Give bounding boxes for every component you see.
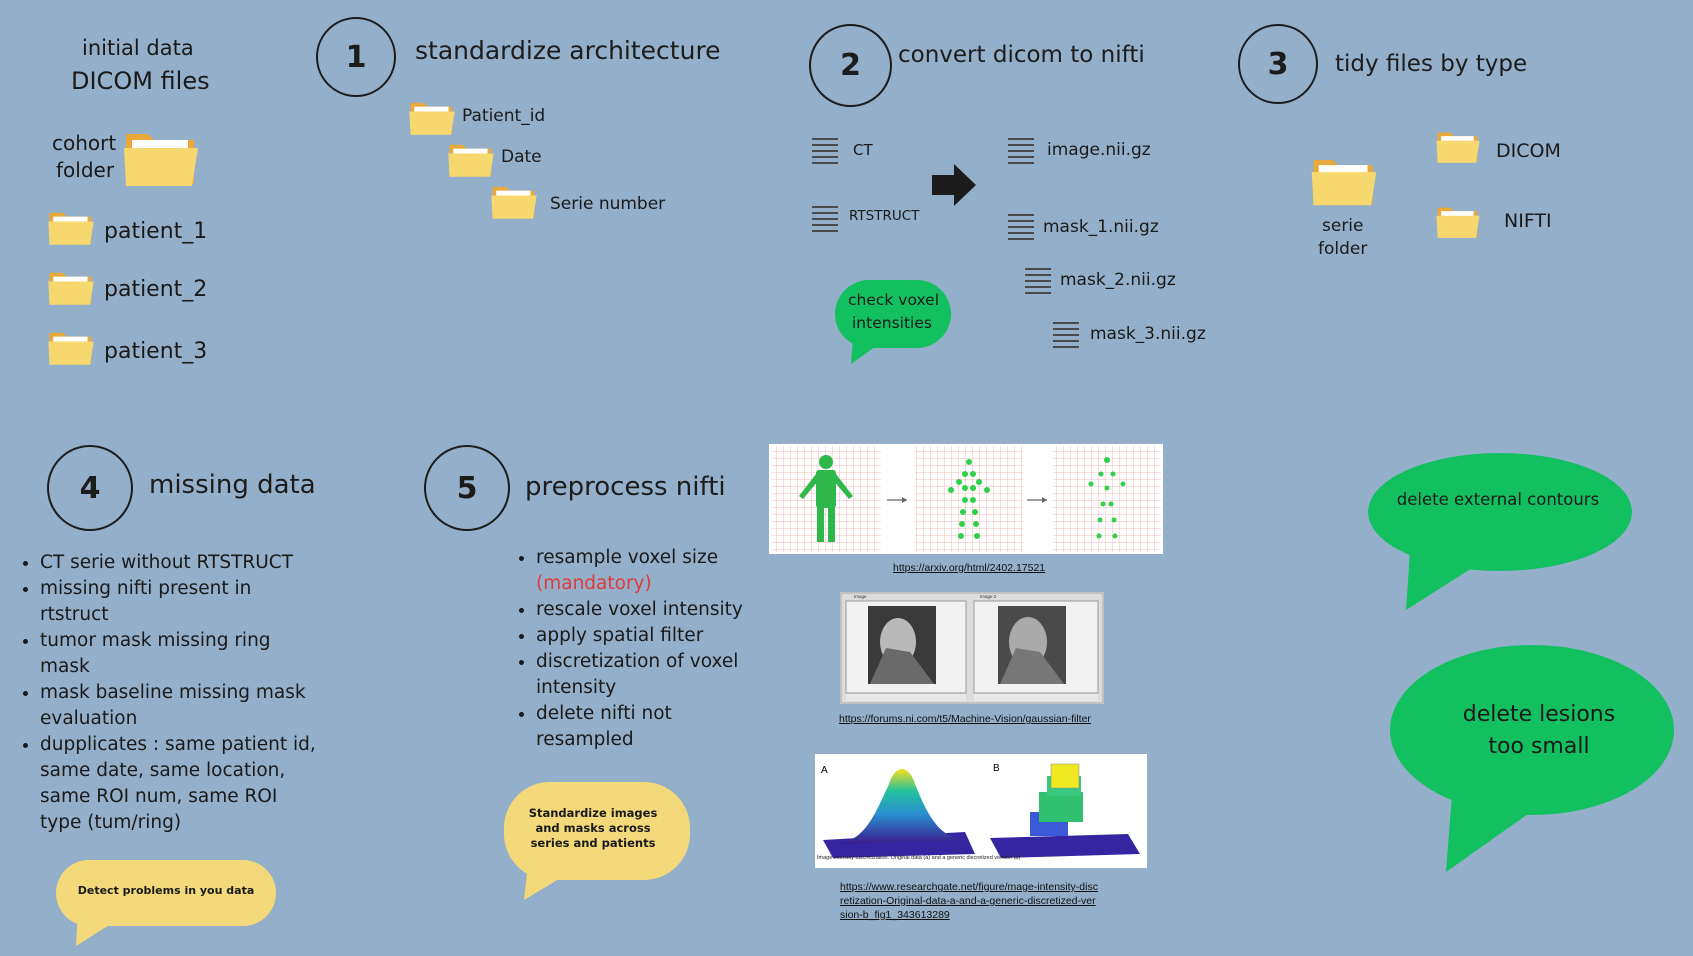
speech-bubble-check-voxel: [835, 280, 951, 364]
file-lines-icon: [1008, 138, 1034, 168]
file-lines-icon: [1053, 322, 1079, 352]
speech-bubble-standardize: [504, 782, 690, 900]
reference-link-arxiv[interactable]: https://arxiv.org/html/2402.17521: [893, 562, 1046, 574]
detect-problems-text: Detect problems in you data: [77, 884, 255, 897]
folder-icon: [409, 102, 455, 135]
type-dicom-label: DICOM: [1496, 140, 1561, 162]
step-3-title: tidy files by type: [1335, 51, 1528, 77]
input-rtstruct-label: RTSTRUCT: [849, 208, 920, 224]
folder-icon: [48, 332, 94, 365]
folder-icon: [491, 186, 537, 219]
folder-icon: [124, 134, 198, 186]
level-patient-id: Patient_id: [462, 106, 546, 126]
list-item: delete nifti not resampled: [536, 701, 766, 753]
gaussian-filter-figure: Image Image 2: [840, 592, 1104, 704]
initial-title-line2: DICOM files: [71, 67, 210, 95]
mandatory-note: (mandatory): [536, 573, 652, 594]
list-item: resample voxel size (mandatory): [536, 545, 766, 597]
folder-icon: [1311, 159, 1377, 206]
serie-folder-line1: serie: [1322, 216, 1364, 236]
panel-b-label: B: [993, 763, 1000, 774]
list-item: CT serie without RTSTRUCT: [40, 550, 320, 576]
step-1-badge: 1: [316, 17, 396, 97]
patient-3-label: patient_3: [104, 339, 208, 364]
preprocess-list: resample voxel size (mandatory) rescale v…: [516, 545, 766, 753]
window-label-1: Image: [854, 594, 867, 599]
folder-icon: [1436, 132, 1480, 163]
file-lines-icon: [812, 206, 838, 236]
check-voxel-line2: intensities: [852, 314, 932, 332]
list-item: apply spatial filter: [536, 623, 766, 649]
serie-folder-line2: folder: [1318, 239, 1368, 259]
level-serie-number: Serie number: [550, 194, 666, 214]
output-mask-1-label: mask_1.nii.gz: [1043, 217, 1159, 237]
step-2-title: convert dicom to nifti: [898, 42, 1145, 68]
folder-icon: [448, 144, 494, 177]
arrow-right-icon: [932, 164, 976, 206]
window-label-2: Image 2: [980, 594, 997, 599]
list-item: dupplicates : same patient id, same date…: [40, 732, 320, 836]
check-voxel-line1: check voxel: [848, 291, 940, 309]
step-4-title: missing data: [149, 470, 316, 500]
level-date: Date: [501, 147, 542, 167]
output-mask-2-label: mask_2.nii.gz: [1060, 270, 1176, 290]
resample-text: resample voxel size: [536, 547, 719, 568]
step-4-badge: 4: [47, 445, 133, 531]
standardize-text: Standardize images and masks across seri…: [528, 806, 658, 850]
step-2-badge: 2: [809, 24, 892, 107]
missing-data-list: CT serie without RTSTRUCT missing nifti …: [20, 550, 320, 836]
type-nifti-label: NIFTI: [1504, 210, 1552, 232]
list-item: missing nifti present in rtstruct: [40, 576, 320, 628]
panel-a-label: A: [821, 765, 828, 776]
delete-external-contours-text: delete external contours: [1396, 490, 1600, 509]
file-lines-icon: [1025, 268, 1051, 298]
cohort-label-line2: folder: [56, 158, 115, 182]
file-lines-icon: [1008, 214, 1034, 244]
folder-icon: [1436, 207, 1480, 238]
cohort-label-line1: cohort: [52, 131, 117, 155]
list-item: rescale voxel intensity: [536, 597, 766, 623]
step-5-title: preprocess nifti: [525, 472, 726, 502]
delete-lesions-line1: delete lesions: [1462, 702, 1616, 727]
initial-title-line1: initial data: [82, 36, 194, 60]
speech-bubble-external-contours: [1368, 453, 1632, 610]
resampling-figure: [769, 444, 1163, 554]
output-image-label: image.nii.gz: [1047, 140, 1151, 160]
speech-bubble-detect: [56, 860, 276, 946]
list-item: mask baseline missing mask evaluation: [40, 680, 320, 732]
step-1-title: standardize architecture: [415, 36, 721, 65]
step-3-badge: 3: [1238, 24, 1318, 104]
list-item: discretization of voxel intensity: [536, 649, 766, 701]
step-5-badge: 5: [424, 445, 510, 531]
list-item: tumor mask missing ring mask: [40, 628, 320, 680]
reference-link-gaussian[interactable]: https://forums.ni.com/t5/Machine-Vision/…: [839, 713, 1091, 725]
output-mask-3-label: mask_3.nii.gz: [1090, 324, 1206, 344]
patient-2-label: patient_2: [104, 277, 208, 302]
folder-icon: [48, 212, 94, 245]
speech-bubble-lesions: [1390, 645, 1674, 872]
patient-1-label: patient_1: [104, 219, 208, 244]
discretization-figure: A B Image intensity discretization. Orig…: [815, 754, 1147, 868]
input-ct-label: CT: [853, 141, 873, 159]
folder-icon: [48, 272, 94, 305]
figure-caption: Image intensity discretization. Original…: [817, 855, 1020, 861]
delete-lesions-line2: too small: [1488, 734, 1590, 759]
reference-link-researchgate[interactable]: https://www.researchgate.net/figure/mage…: [840, 881, 1098, 921]
file-lines-icon: [812, 138, 838, 168]
